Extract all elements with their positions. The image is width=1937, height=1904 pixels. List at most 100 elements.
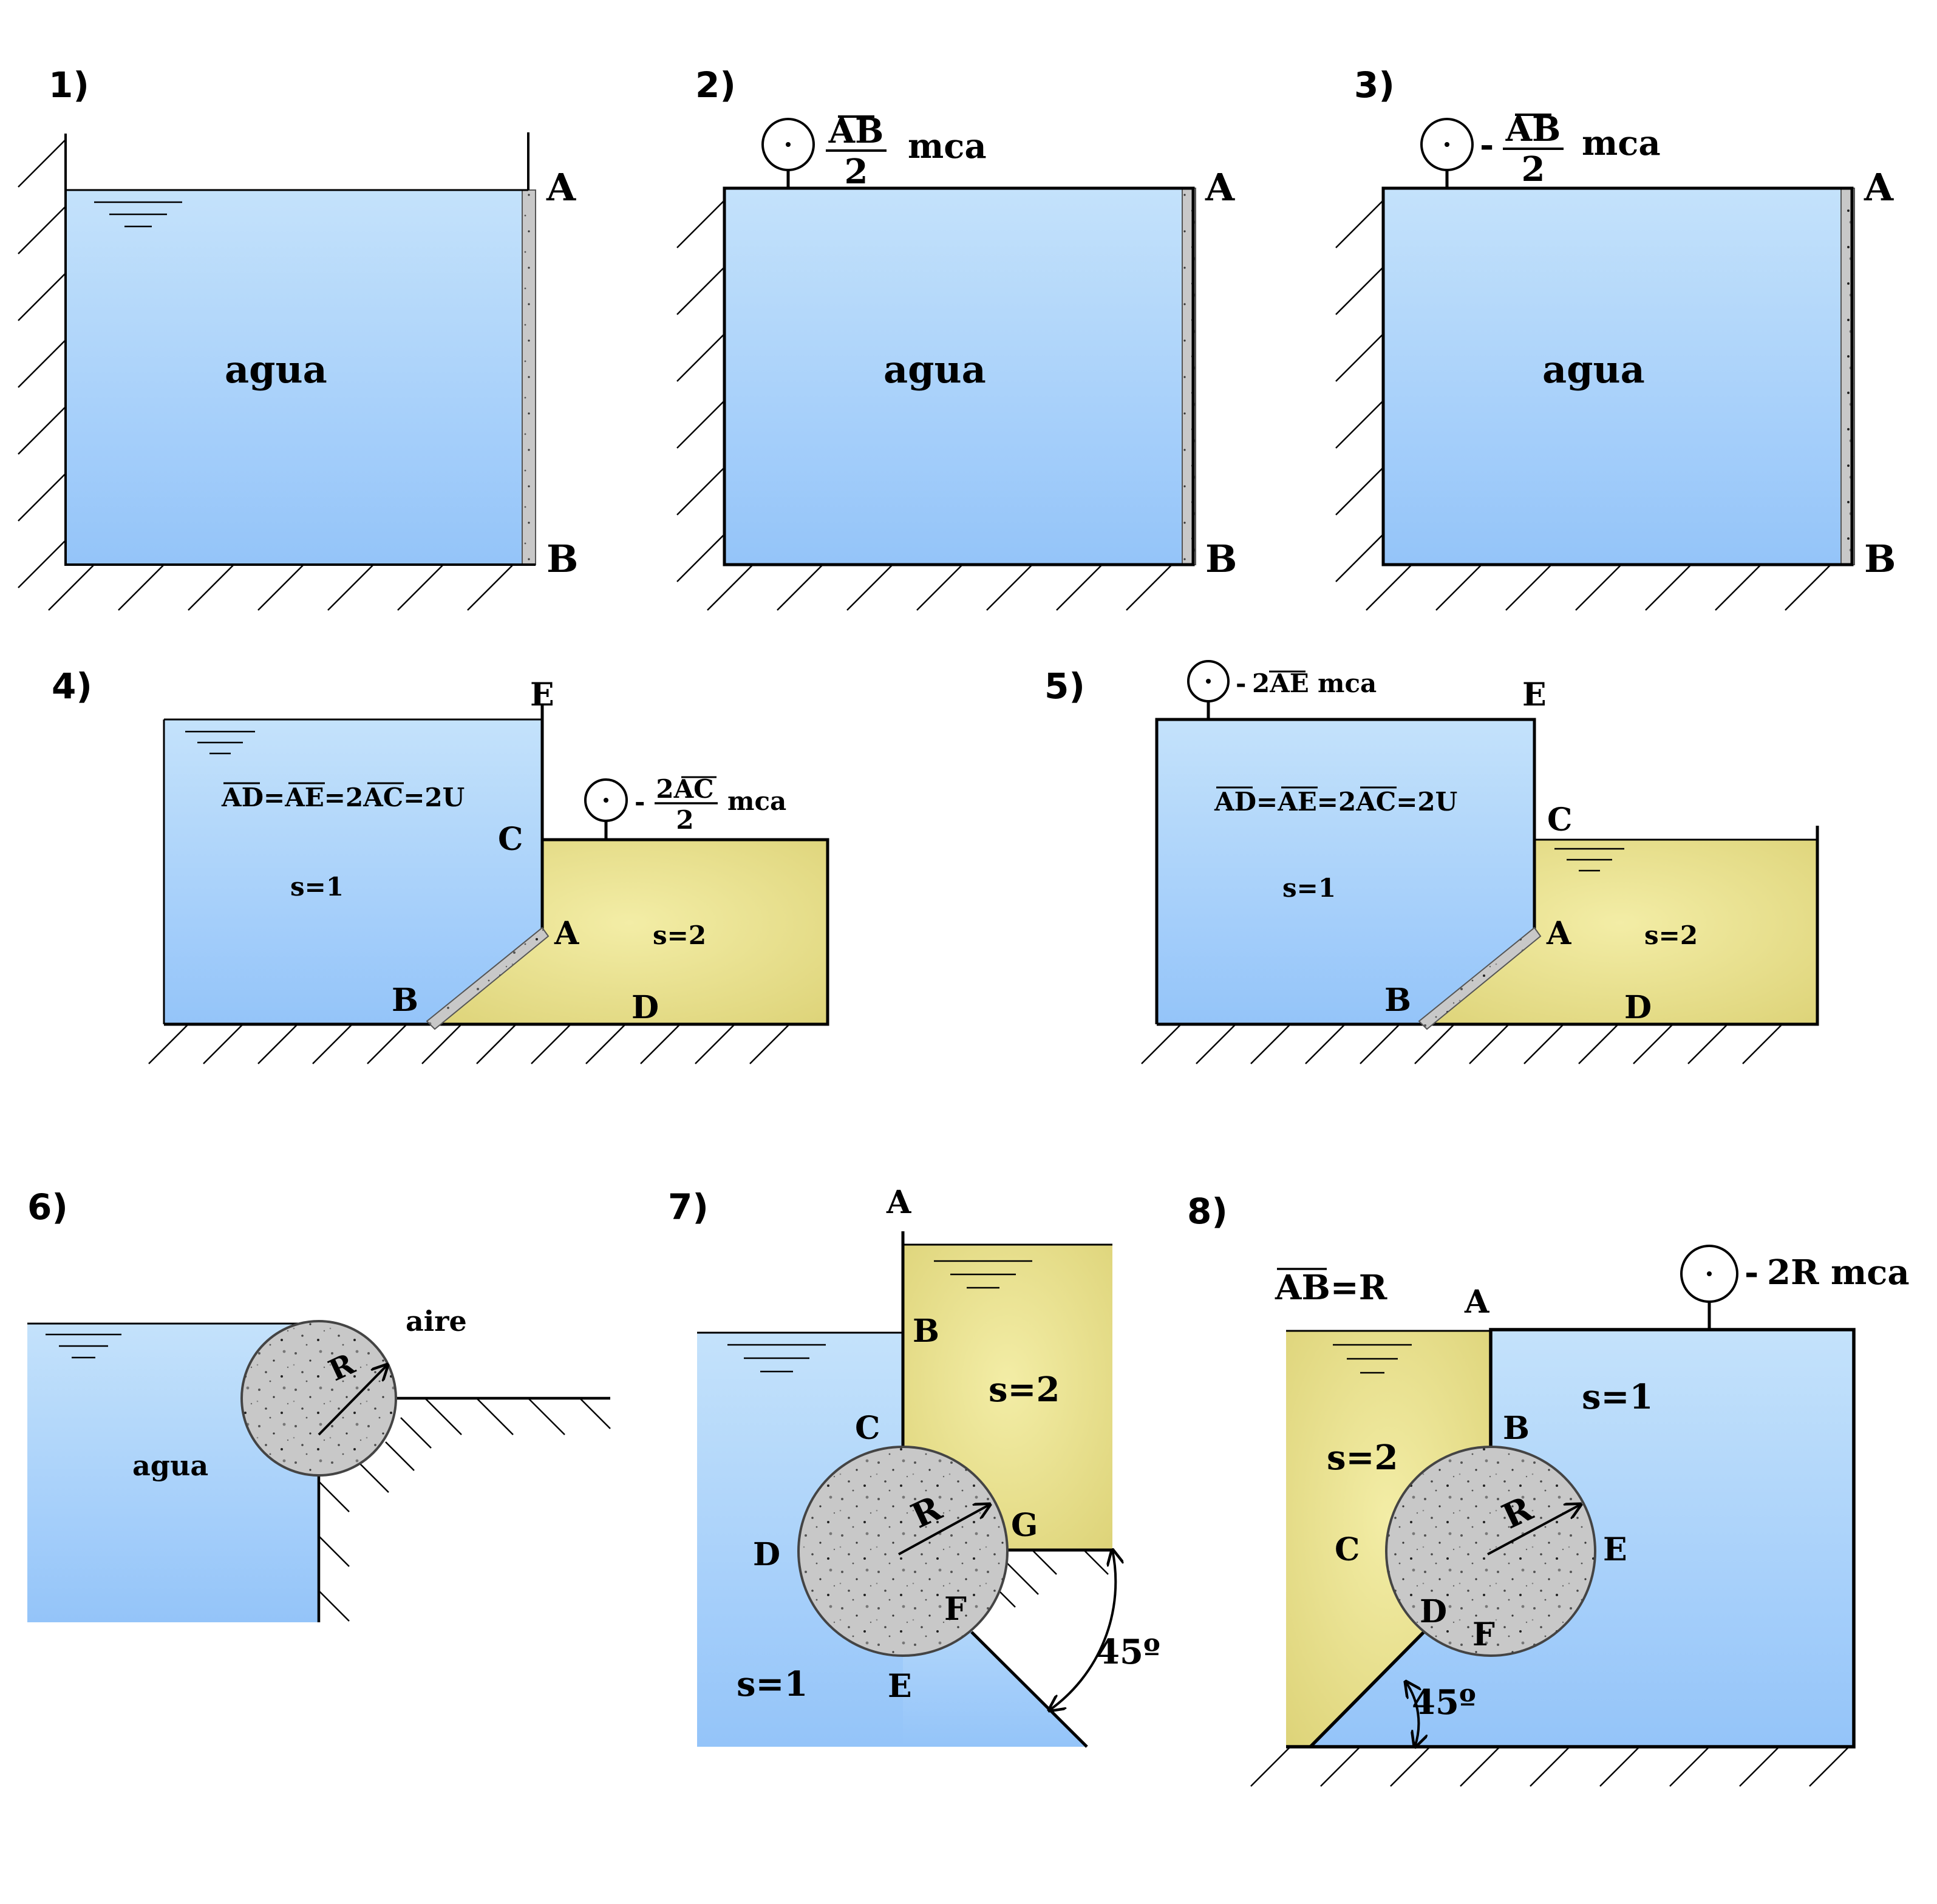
point-f-label: F xyxy=(1472,1616,1495,1653)
gauge-sign: - xyxy=(1745,1253,1758,1293)
tank-wall xyxy=(64,134,536,566)
angle-label: 45º xyxy=(1096,1632,1160,1672)
cylinder xyxy=(240,1320,397,1477)
right-fluid-label: s=2 xyxy=(1644,920,1698,950)
point-b-label: B xyxy=(392,982,418,1019)
point-d-label: D xyxy=(631,989,659,1026)
gauge-denominator: 2 xyxy=(1522,149,1545,189)
fluid-label: agua xyxy=(132,1449,208,1482)
problem-2: 2) AB 2 mca agua A B xyxy=(676,64,1237,611)
gauge-numerator: 2AC xyxy=(656,774,713,804)
tank-outline-left xyxy=(1155,718,1536,1024)
angle-arc xyxy=(1406,1682,1418,1747)
point-c-label: C xyxy=(498,821,523,858)
point-c-label: C xyxy=(855,1410,880,1447)
gauge-sign: - xyxy=(1480,125,1494,165)
gauge-denominator: 2 xyxy=(676,805,693,835)
pressure-gauge-icon xyxy=(761,118,815,188)
point-b-label: B xyxy=(1384,982,1411,1019)
problem-number: 1) xyxy=(49,64,89,106)
problem-number: 7) xyxy=(668,1186,709,1228)
point-d-label: D xyxy=(1420,1593,1447,1630)
point-c-label: C xyxy=(1547,801,1572,838)
gate-ab xyxy=(522,189,536,565)
point-a-label: A xyxy=(1205,165,1235,209)
problem-number: 6) xyxy=(27,1186,68,1228)
right-fluid-label: s=2 xyxy=(989,1370,1060,1410)
gauge-unit: mca xyxy=(727,786,786,816)
problem-3: 3) - AB 2 mca agua A B xyxy=(1335,64,1896,611)
angle-label: 45º xyxy=(1412,1682,1476,1722)
pressure-gauge-icon xyxy=(1187,660,1230,719)
wall-hatching xyxy=(676,200,1173,611)
left-fluid-label: s=1 xyxy=(290,872,344,902)
point-f-label: F xyxy=(944,1591,967,1628)
relation-text: AD=AE=2AC=2U xyxy=(221,783,465,812)
tank-outline xyxy=(1286,1328,1856,1749)
gauge-unit: mca xyxy=(1318,668,1377,698)
problem-6: 6) R agua aire xyxy=(27,1186,611,1622)
point-d-label: D xyxy=(1624,989,1652,1026)
problem-number: 2) xyxy=(695,64,736,106)
floor-hatching xyxy=(1141,1024,1783,1064)
water-level-symbol xyxy=(727,1260,1032,1373)
left-fluid-label: s=1 xyxy=(1282,873,1336,903)
relation-text: AD=AE=2AC=2U xyxy=(1214,787,1457,817)
point-b-label: B xyxy=(1503,1410,1530,1447)
oil-region-s2 xyxy=(1422,840,1817,1024)
radius-arrow xyxy=(318,1365,387,1436)
point-g-label: G xyxy=(1011,1507,1038,1544)
tank-outline-right xyxy=(1157,826,1819,1026)
point-a-label: A xyxy=(554,915,579,952)
gate-ab xyxy=(426,926,550,1030)
point-e-label: E xyxy=(530,676,554,713)
point-e-label: E xyxy=(1603,1531,1627,1568)
gauge-unit: mca xyxy=(908,126,987,166)
point-e-label: E xyxy=(1522,676,1547,713)
gauge-value: 2R xyxy=(1767,1253,1819,1293)
problem-number: 4) xyxy=(52,665,92,707)
floor-hatching xyxy=(1250,1746,1850,1787)
problem-7: 7) R 45º s=1 s=2 A B C D E F xyxy=(668,1184,1160,1748)
wall-hatching xyxy=(1335,200,1831,611)
fluid-label: agua xyxy=(225,347,327,392)
point-d-label: D xyxy=(753,1536,780,1573)
water-region-s1 xyxy=(164,719,542,1024)
gauge-value: 2AE xyxy=(1252,668,1309,698)
point-b-label: B xyxy=(1864,537,1896,581)
right-fluid-label: s=2 xyxy=(653,920,706,950)
problem-number: 3) xyxy=(1354,64,1395,106)
tank-outline xyxy=(164,838,829,1026)
water-region-s1 xyxy=(1157,719,1534,1024)
angle-arc xyxy=(1049,1550,1115,1710)
right-fluid-label: s=1 xyxy=(1582,1377,1653,1417)
problem-number: 5) xyxy=(1044,665,1085,707)
point-b-label: B xyxy=(913,1313,939,1350)
problem-4: 4) - 2AC 2 mca AD=AE=2AC=2U xyxy=(52,665,829,1064)
pressure-gauge-icon xyxy=(584,778,628,840)
problem-5: 5) - 2AE mca AD=AE=2AC=2U xyxy=(1044,660,1819,1064)
water-level-symbol xyxy=(185,730,255,755)
oil-region-s2 xyxy=(430,840,828,1024)
inclined-wall xyxy=(1309,1631,1425,1748)
point-a-label: A xyxy=(546,165,576,209)
water-body xyxy=(66,190,522,565)
fluid-label: agua xyxy=(1542,347,1645,392)
problem-8: 8) R - 2R mca AB=R 45º s=2 s=1 xyxy=(1187,1191,1910,1787)
water-level-symbol xyxy=(46,1333,121,1359)
point-a-label: A xyxy=(1864,165,1894,209)
problem-number: 8) xyxy=(1187,1191,1228,1232)
point-b-label: B xyxy=(546,537,578,581)
fluid-label: agua xyxy=(883,347,986,392)
water-level-symbol xyxy=(1333,1344,1412,1374)
gate-ab xyxy=(1418,926,1542,1030)
tank-outline xyxy=(723,186,1195,566)
radius-arrow xyxy=(898,1504,990,1555)
relation-text: AB=R xyxy=(1275,1268,1387,1308)
radius-arrow xyxy=(1487,1504,1581,1555)
pressure-gauge-icon xyxy=(1420,118,1474,188)
point-a-label: A xyxy=(1464,1284,1489,1321)
cylinder xyxy=(1385,1446,1596,1657)
water-body xyxy=(1383,188,1845,565)
